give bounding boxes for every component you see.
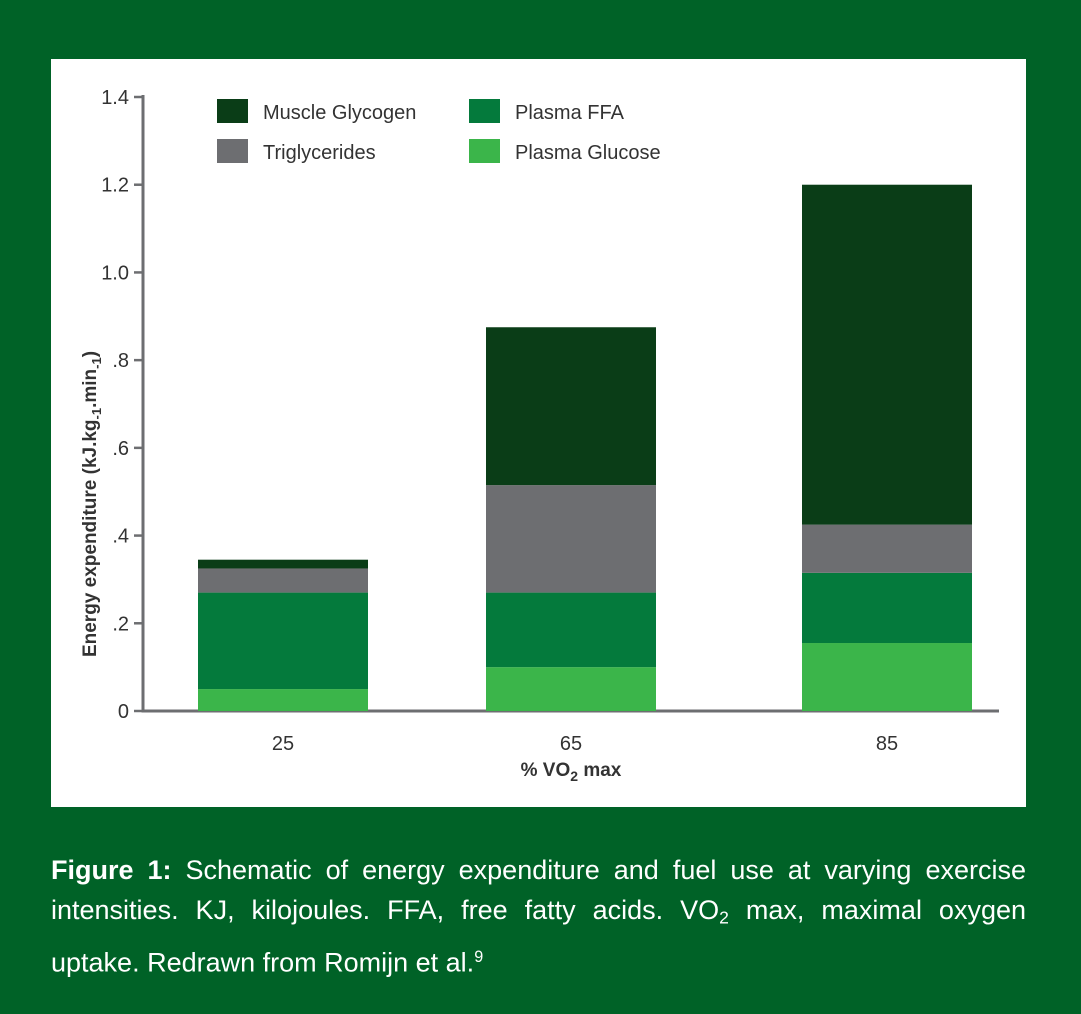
y-tick-label: .6 [112, 438, 129, 460]
bar-segment-muscle-glycogen [802, 184, 972, 525]
stacked-bar-chart: Muscle Glycogen Plasma FFA Triglycerides Pl… [80, 87, 999, 784]
legend-swatch [217, 99, 248, 123]
bar-segment-plasma-ffa [198, 592, 368, 690]
legend-swatch [469, 99, 500, 123]
y-tick-label: .8 [112, 350, 129, 372]
bar-segment-triglycerides [802, 524, 972, 573]
bar-segment-plasma-ffa [802, 572, 972, 644]
axis-labels: 0 .2 .4 .6 .8 1.0 1.2 1.4 25 65 85 % VO2 max Energy … [80, 87, 898, 784]
caption-subscript: 2 [719, 907, 729, 928]
legend: Muscle Glycogen Plasma FFA Triglycerides Pl… [217, 99, 661, 164]
y-tick-label: .2 [112, 613, 129, 635]
y-tick-label: 1.4 [101, 87, 129, 109]
figure-caption: Figure 1: Schematic of energy expenditur… [51, 850, 1026, 983]
caption-reference: 9 [474, 948, 484, 967]
bar-segment-triglycerides [198, 568, 368, 593]
legend-label: Plasma Glucose [515, 142, 661, 164]
legend-swatch [217, 139, 248, 163]
bar-segment-plasma-ffa [486, 592, 656, 668]
legend-label: Plasma FFA [515, 102, 625, 124]
legend-swatch [469, 139, 500, 163]
caption-text-2: max, maximal oxygen uptake. Redrawn from… [51, 895, 1026, 979]
caption-label: Figure 1: [51, 855, 172, 885]
bar-segment-plasma-glucose [486, 667, 656, 711]
y-tick-label: 1.2 [101, 175, 129, 197]
bar-segment-muscle-glycogen [486, 327, 656, 486]
y-tick-label: .4 [112, 526, 129, 548]
chart-panel: Muscle Glycogen Plasma FFA Triglycerides Pl… [51, 59, 1026, 807]
y-axis-title: Energy expenditure (kJ.kg-1.min-1) [80, 351, 104, 657]
x-tick-label: 25 [272, 733, 294, 755]
legend-label: Triglycerides [263, 142, 376, 164]
y-tick-label: 1.0 [101, 262, 129, 284]
x-axis-title: % VO2 max [521, 760, 622, 784]
y-tick-label: 0 [118, 701, 129, 723]
caption-text-1: Schematic of energy expenditure and fuel… [51, 855, 1026, 925]
bar-segment-plasma-glucose [802, 643, 972, 711]
x-tick-label: 65 [560, 733, 582, 755]
legend-label: Muscle Glycogen [263, 102, 416, 124]
bar-segment-muscle-glycogen [198, 559, 368, 569]
x-tick-label: 85 [876, 733, 898, 755]
bars [198, 184, 972, 711]
bar-segment-plasma-glucose [198, 689, 368, 711]
bar-segment-triglycerides [486, 485, 656, 593]
